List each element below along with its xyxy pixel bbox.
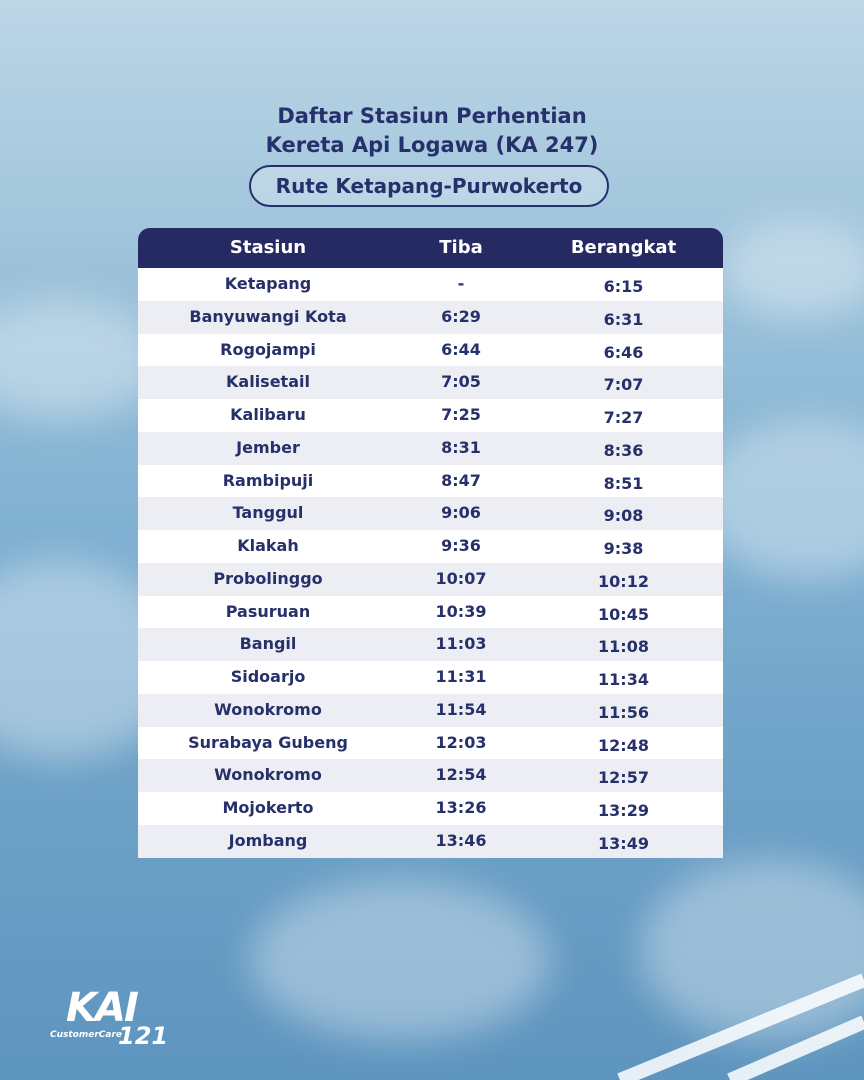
station-name: Probolinggo [213, 568, 323, 588]
station-name: Wonokromo [214, 699, 322, 719]
table-row: Bangil 11:03 11:08 [138, 628, 723, 661]
departure-time: 6:15 [603, 277, 644, 296]
departure-time: 11:56 [598, 702, 649, 722]
logo-number: 121 [118, 1022, 169, 1050]
station-name: Jember [236, 437, 300, 457]
arrival-time: 9:36 [441, 536, 481, 555]
kai-customer-care-logo: KAI CustomerCare 121 [48, 986, 168, 1052]
station-name: Rogojampi [220, 339, 316, 359]
station-name: Rambipuji [222, 470, 314, 490]
station-name: Banyuwangi Kota [189, 306, 347, 326]
arrival-time: 13:46 [435, 830, 487, 850]
station-name: Bangil [239, 634, 297, 654]
station-name: Sidoarjo [230, 667, 306, 686]
arrival-time: 12:54 [435, 765, 487, 785]
station-name: Kalibaru [230, 405, 306, 424]
departure-time: 12:57 [598, 768, 649, 788]
page-title-line2: Kereta Api Logawa (KA 247) [265, 133, 599, 157]
arrival-time: 8:31 [441, 437, 481, 457]
station-name: Mojokerto [222, 798, 314, 817]
station-name: Kalisetail [226, 372, 310, 392]
table-row: Sidoarjo 11:31 11:34 [138, 661, 723, 694]
arrival-time: 6:29 [441, 306, 481, 326]
arrival-time: 12:03 [435, 732, 487, 752]
arrival-time: 7:25 [441, 405, 481, 424]
departure-time: 8:51 [603, 473, 644, 493]
station-name: Wonokromo [214, 765, 322, 785]
arrival-time: 10:39 [435, 601, 487, 621]
arrival-time: 10:07 [435, 568, 487, 588]
route-badge: Rute Ketapang-Purwokerto [249, 165, 609, 207]
table-row: Kalisetail 7:05 7:07 [138, 366, 723, 399]
schedule-table: Stasiun Tiba Berangkat Ketapang - 6:15 Bany… [138, 228, 723, 858]
arrival-time: 6:44 [441, 339, 481, 359]
arrival-time: 11:03 [435, 634, 487, 654]
departure-time: 6:31 [603, 309, 644, 329]
decorative-stripes [617, 973, 864, 1080]
page-title-line1: Daftar Stasiun Perhentian [277, 104, 587, 128]
departure-time: 7:07 [603, 375, 644, 395]
table-row: Klakah 9:36 9:38 [138, 530, 723, 563]
table-row: Banyuwangi Kota 6:29 6:31 [138, 300, 723, 334]
table-row: Wonokromo 11:54 11:56 [138, 693, 723, 727]
table-row: Mojokerto 13:26 13:29 [138, 792, 723, 825]
departure-time: 13:29 [598, 801, 649, 820]
departure-time: 10:12 [598, 571, 649, 591]
logo-brand: KAI [66, 985, 139, 1031]
table-body: Ketapang - 6:15 Banyuwangi Kota 6:29 6:31 Rogo… [138, 268, 723, 858]
arrival-time: 9:06 [441, 503, 481, 523]
table-header: Stasiun Tiba Berangkat [138, 228, 723, 268]
arrival-time: 11:31 [435, 667, 487, 686]
station-name: Klakah [237, 536, 299, 555]
table-row: Ketapang - 6:15 [138, 268, 723, 301]
departure-time: 12:48 [598, 735, 649, 755]
departure-time: 7:27 [603, 408, 644, 427]
logo-sub: CustomerCare [50, 1030, 122, 1040]
station-name: Pasuruan [225, 601, 311, 621]
table-row: Probolinggo 10:07 10:12 [138, 562, 723, 596]
departure-time: 9:38 [603, 539, 644, 558]
arrival-time: 7:05 [441, 372, 481, 392]
column-header-arrival: Tiba [439, 237, 483, 258]
departure-time: 11:34 [598, 670, 649, 689]
table-row: Jember 8:31 8:36 [138, 431, 723, 465]
table-row: Pasuruan 10:39 10:45 [138, 595, 723, 629]
arrival-time: 8:47 [441, 470, 481, 490]
departure-time: 13:49 [598, 833, 649, 853]
station-name: Jombang [228, 830, 308, 850]
column-header-station: Stasiun [229, 237, 307, 258]
station-name: Surabaya Gubeng [188, 732, 348, 752]
station-name: Ketapang [224, 274, 312, 293]
arrival-time: - [457, 274, 465, 293]
table-row: Rogojampi 6:44 6:46 [138, 333, 723, 367]
table-row: Tanggul 9:06 9:08 [138, 497, 723, 530]
departure-time: 9:08 [603, 506, 644, 526]
station-name: Tanggul [232, 503, 304, 523]
table-row: Wonokromo 12:54 12:57 [138, 759, 723, 792]
departure-time: 6:46 [603, 342, 644, 362]
table-row: Surabaya Gubeng 12:03 12:48 [138, 726, 723, 760]
arrival-time: 11:54 [435, 699, 487, 719]
departure-time: 11:08 [598, 637, 649, 657]
table-row: Rambipuji 8:47 8:51 [138, 464, 723, 498]
table-row: Kalibaru 7:25 7:27 [138, 399, 723, 432]
departure-time: 8:36 [603, 440, 644, 460]
departure-time: 10:45 [598, 604, 649, 624]
arrival-time: 13:26 [435, 798, 487, 817]
table-row: Jombang 13:46 13:49 [138, 824, 723, 858]
column-header-departure: Berangkat [570, 237, 677, 258]
